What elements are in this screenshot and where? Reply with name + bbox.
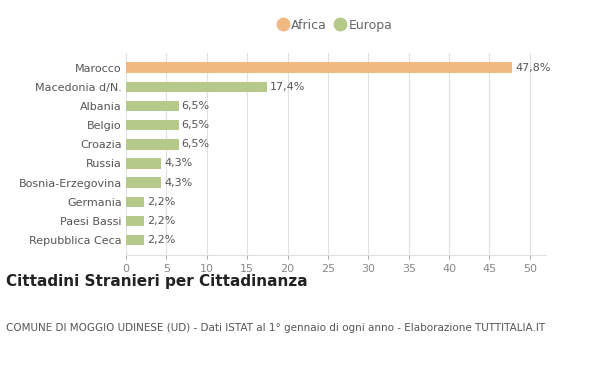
Text: 6,5%: 6,5% [182,120,210,130]
Bar [126,101,179,111]
Text: 2,2%: 2,2% [147,235,175,245]
Bar [126,216,144,226]
Bar [126,139,179,150]
Text: 17,4%: 17,4% [270,82,305,92]
Bar [126,196,144,207]
Bar [126,120,179,130]
Text: Cittadini Stranieri per Cittadinanza: Cittadini Stranieri per Cittadinanza [6,274,308,288]
Text: 6,5%: 6,5% [182,139,210,149]
Bar [126,82,266,92]
Legend: Africa, Europa: Africa, Europa [276,15,396,36]
Bar [126,62,512,73]
Bar [126,177,161,188]
Text: 47,8%: 47,8% [515,63,551,73]
Bar [126,235,144,245]
Text: 2,2%: 2,2% [147,197,175,207]
Text: 6,5%: 6,5% [182,101,210,111]
Text: COMUNE DI MOGGIO UDINESE (UD) - Dati ISTAT al 1° gennaio di ogni anno - Elaboraz: COMUNE DI MOGGIO UDINESE (UD) - Dati IST… [6,323,545,333]
Text: 4,3%: 4,3% [164,158,192,168]
Text: 4,3%: 4,3% [164,178,192,188]
Text: 2,2%: 2,2% [147,216,175,226]
Bar [126,158,161,169]
